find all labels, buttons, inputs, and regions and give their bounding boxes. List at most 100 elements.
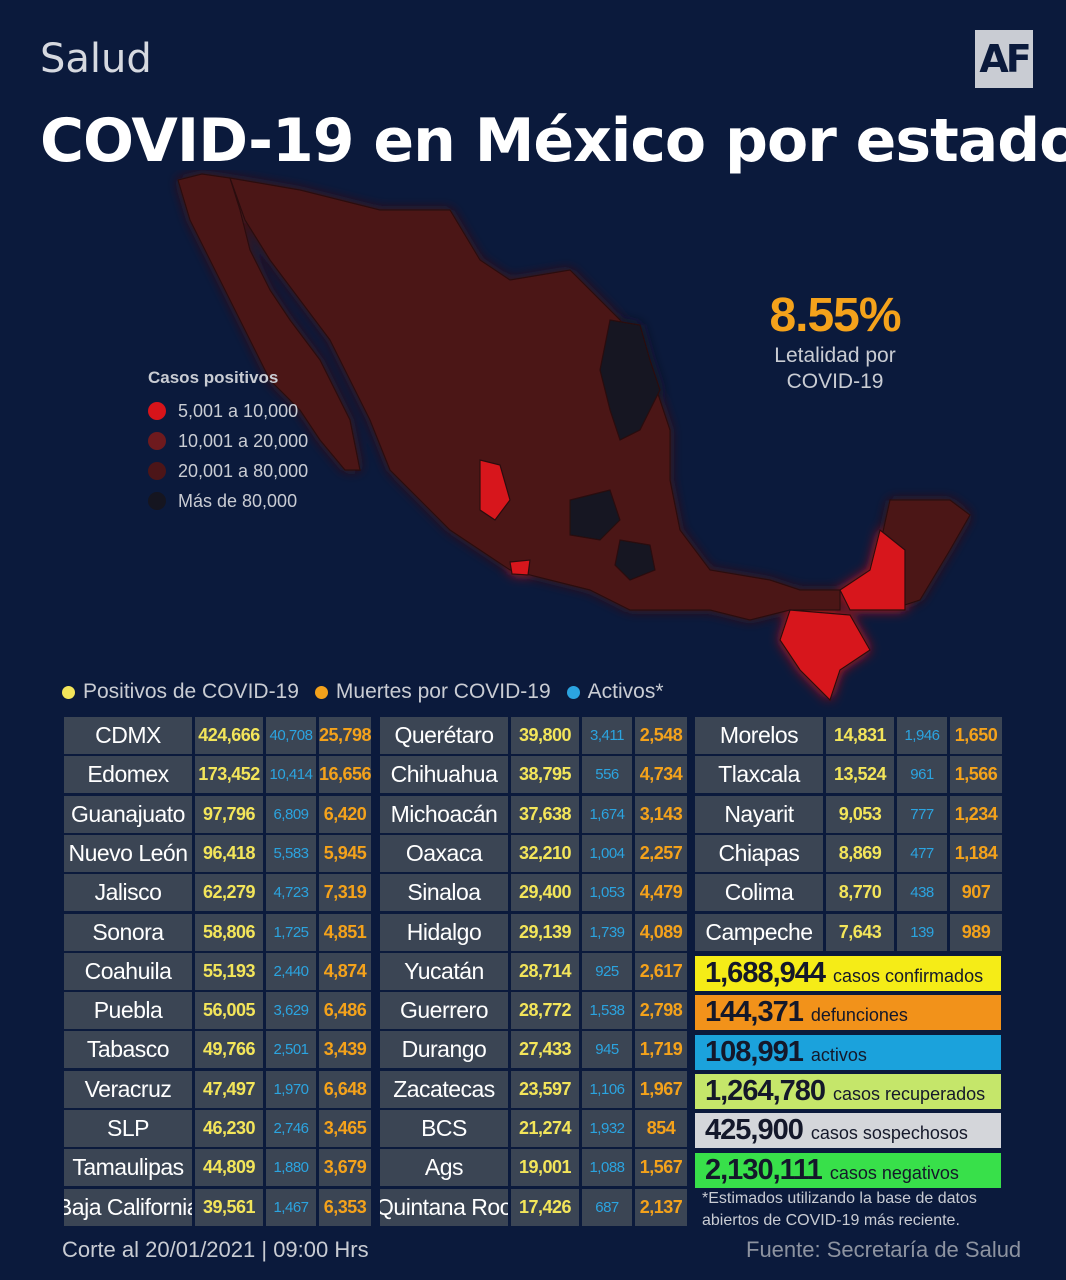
- muertes-value: 1,567: [635, 1149, 687, 1186]
- letalidad-block: 8.55% Letalidad por COVID-19: [740, 288, 930, 395]
- summary-box: 2,130,111 casos negativos: [695, 1153, 1001, 1188]
- activos-value: 1,970: [266, 1071, 316, 1108]
- positivos-value: 27,433: [511, 1031, 579, 1068]
- muertes-value: 16,656: [319, 756, 371, 793]
- positivos-value: 56,005: [195, 992, 263, 1029]
- muertes-value: 989: [950, 914, 1002, 951]
- legend-dot: [148, 432, 166, 450]
- summary-value: 1,688,944: [705, 957, 826, 989]
- summary-box: 1,688,944 casos confirmados: [695, 956, 1001, 991]
- legend-label: 20,001 a 80,000: [178, 460, 309, 481]
- positivos-value: 9,053: [826, 796, 894, 833]
- map-mainland: [229, 177, 841, 621]
- activos-value: 4,723: [266, 874, 316, 911]
- muertes-value: 1,650: [950, 717, 1002, 754]
- muertes-value: 2,137: [635, 1189, 687, 1226]
- activos-value: 1,674: [582, 796, 632, 833]
- state-name: Tabasco: [64, 1031, 192, 1068]
- legend-item: 20,001 a 80,000: [148, 456, 308, 486]
- state-name: Coahuila: [64, 953, 192, 990]
- state-name: SLP: [64, 1110, 192, 1147]
- activos-value: 5,583: [266, 835, 316, 872]
- muertes-value: 6,648: [319, 1071, 371, 1108]
- map-edomex: [614, 539, 656, 581]
- af-logo: AF: [975, 30, 1033, 88]
- positivos-value: 29,400: [511, 874, 579, 911]
- legend-label: 5,001 a 10,000: [178, 400, 299, 421]
- state-name: CDMX: [64, 717, 192, 754]
- positivos-value: 28,772: [511, 992, 579, 1029]
- positivos-value: 13,524: [826, 756, 894, 793]
- summary-value: 1,264,780: [705, 1075, 826, 1107]
- muertes-value: 5,945: [319, 835, 371, 872]
- state-name: Chiapas: [695, 835, 823, 872]
- positivos-value: 55,193: [195, 953, 263, 990]
- positivos-value: 21,274: [511, 1110, 579, 1147]
- activos-value: 1,725: [266, 914, 316, 951]
- key-positivos: Positivos de COVID-19: [62, 680, 299, 704]
- muertes-value: 4,874: [319, 953, 371, 990]
- activos-value: 2,746: [266, 1110, 316, 1147]
- muertes-value: 4,734: [635, 756, 687, 793]
- activos-value: 1,538: [582, 992, 632, 1029]
- legend-dot: [148, 462, 166, 480]
- state-name: Edomex: [64, 756, 192, 793]
- activos-value: 687: [582, 1189, 632, 1226]
- map-guanajuato: [569, 489, 621, 541]
- state-name: Sinaloa: [380, 874, 508, 911]
- activos-value: 6,809: [266, 796, 316, 833]
- map-nuevo-leon: [599, 319, 661, 441]
- state-name: Puebla: [64, 992, 192, 1029]
- summary-label: defunciones: [810, 1005, 908, 1025]
- positivos-value: 39,800: [511, 717, 579, 754]
- state-name: Sonora: [64, 914, 192, 951]
- legend-item: 10,001 a 20,000: [148, 426, 308, 456]
- summary-value: 108,991: [705, 1036, 804, 1068]
- page-title: COVID-19 en México por estados: [40, 106, 1066, 176]
- state-name: Durango: [380, 1031, 508, 1068]
- key-label: Muertes por COVID-19: [335, 680, 551, 703]
- key-dot: [62, 685, 75, 699]
- activos-value: 945: [582, 1031, 632, 1068]
- muertes-value: 3,465: [319, 1110, 371, 1147]
- activos-value: 2,440: [266, 953, 316, 990]
- activos-value: 1,946: [897, 717, 947, 754]
- letalidad-label: COVID-19: [786, 370, 884, 393]
- positivos-value: 424,666: [195, 717, 263, 754]
- summary-label: casos recuperados: [833, 1084, 986, 1104]
- activos-value: 3,411: [582, 717, 632, 754]
- positivos-value: 58,806: [195, 914, 263, 951]
- positivos-value: 14,831: [826, 717, 894, 754]
- state-name: Tlaxcala: [695, 756, 823, 793]
- state-name: Zacatecas: [380, 1071, 508, 1108]
- state-name: BCS: [380, 1110, 508, 1147]
- state-name: Baja California: [64, 1189, 192, 1226]
- table-key: Positivos de COVID-19 Muertes por COVID-…: [62, 680, 680, 704]
- legend-title: Casos positivos: [148, 368, 279, 387]
- map-chiapas: [779, 609, 871, 702]
- positivos-value: 7,643: [826, 914, 894, 951]
- positivos-value: 23,597: [511, 1071, 579, 1108]
- key-dot: [566, 685, 580, 699]
- legend-item: 5,001 a 10,000: [148, 396, 308, 426]
- state-name: Guanajuato: [64, 796, 192, 833]
- activos-value: 925: [582, 953, 632, 990]
- state-name: Tamaulipas: [64, 1149, 192, 1186]
- muertes-value: 1,719: [635, 1031, 687, 1068]
- muertes-value: 6,420: [319, 796, 371, 833]
- footnote: *Estimados utilizando la base de datos a…: [702, 1190, 977, 1229]
- activos-value: 139: [897, 914, 947, 951]
- muertes-value: 25,798: [319, 717, 371, 754]
- muertes-value: 2,798: [635, 992, 687, 1029]
- activos-value: 1,053: [582, 874, 632, 911]
- muertes-value: 3,439: [319, 1031, 371, 1068]
- key-label: Activos*: [587, 680, 664, 703]
- positivos-value: 8,869: [826, 835, 894, 872]
- muertes-value: 4,851: [319, 914, 371, 951]
- key-muertes: Muertes por COVID-19: [314, 680, 551, 704]
- letalidad-label: Letalidad por: [774, 344, 896, 367]
- state-name: Chihuahua: [380, 756, 508, 793]
- key-dot: [314, 685, 328, 699]
- activos-value: 961: [897, 756, 947, 793]
- positivos-value: 173,452: [195, 756, 263, 793]
